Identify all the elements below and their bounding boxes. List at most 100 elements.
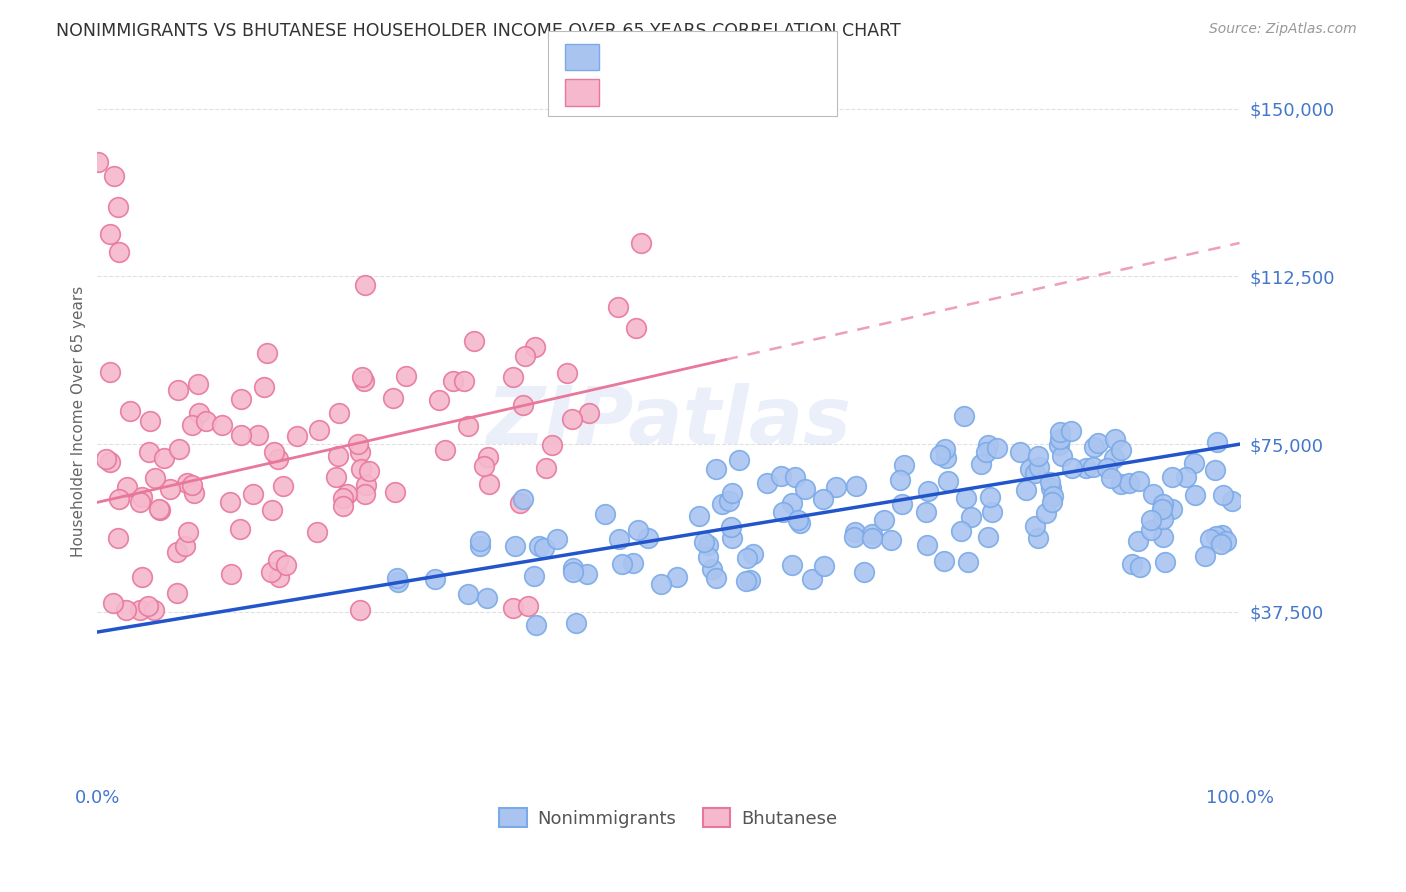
Point [468, 534, 491, 549]
Text: Source: ZipAtlas.com: Source: ZipAtlas.com [1209, 22, 1357, 37]
Point [704, 571, 727, 585]
Text: R =: R = [605, 83, 645, 101]
Point [357, 464, 380, 478]
Point [770, 469, 793, 483]
Legend: Nonimmigrants, Bhutanese: Nonimmigrants, Bhutanese [492, 801, 845, 835]
Point [934, 442, 956, 456]
Point [218, 495, 240, 509]
Point [502, 600, 524, 615]
Point [108, 244, 131, 259]
Point [741, 547, 763, 561]
Point [502, 369, 524, 384]
Point [1050, 450, 1073, 464]
Point [187, 376, 209, 391]
Point [94, 451, 117, 466]
Point [478, 477, 501, 491]
Point [1142, 487, 1164, 501]
Point [914, 505, 936, 519]
Point [354, 487, 377, 501]
Point [1040, 494, 1063, 508]
Point [1212, 487, 1234, 501]
Point [180, 478, 202, 492]
Point [263, 445, 285, 459]
Point [1206, 434, 1229, 449]
Point [755, 475, 778, 490]
Point [949, 524, 972, 538]
Point [1220, 494, 1243, 508]
Point [103, 169, 125, 183]
Point [332, 491, 354, 505]
Point [626, 321, 648, 335]
Point [794, 483, 817, 497]
Point [893, 458, 915, 473]
Point [274, 558, 297, 572]
Point [845, 479, 868, 493]
Point [576, 566, 599, 581]
Point [523, 568, 546, 582]
Point [890, 497, 912, 511]
Point [242, 487, 264, 501]
Point [1024, 519, 1046, 533]
Point [101, 596, 124, 610]
Point [956, 555, 979, 569]
Point [434, 442, 457, 457]
Point [721, 485, 744, 500]
Point [513, 350, 536, 364]
Point [1140, 513, 1163, 527]
Point [1047, 438, 1070, 452]
Point [772, 505, 794, 519]
Point [1099, 471, 1122, 485]
Point [98, 455, 121, 469]
Point [350, 462, 373, 476]
Point [936, 475, 959, 489]
Point [1083, 460, 1105, 475]
Point [970, 457, 993, 471]
Point [1152, 530, 1174, 544]
Point [1008, 445, 1031, 459]
Point [578, 406, 600, 420]
Point [740, 573, 762, 587]
Point [702, 562, 724, 576]
Point [1104, 432, 1126, 446]
Point [533, 541, 555, 556]
Point [728, 453, 751, 467]
Point [1015, 483, 1038, 497]
Point [801, 572, 824, 586]
Point [267, 553, 290, 567]
Point [1128, 534, 1150, 549]
Point [167, 383, 190, 397]
Point [328, 406, 350, 420]
Point [1109, 477, 1132, 491]
Point [688, 508, 710, 523]
Point [253, 380, 276, 394]
Point [1182, 457, 1205, 471]
Point [149, 503, 172, 517]
Point [229, 427, 252, 442]
Text: ZIPatlas: ZIPatlas [486, 383, 851, 461]
Point [811, 491, 834, 506]
Point [1049, 432, 1071, 446]
Point [1109, 442, 1132, 457]
Point [256, 346, 278, 360]
Point [512, 398, 534, 412]
Point [86, 155, 108, 169]
Point [1026, 449, 1049, 463]
Point [352, 369, 374, 384]
Point [977, 438, 1000, 452]
Point [1152, 502, 1174, 516]
Text: N =: N = [707, 83, 744, 101]
Point [1152, 512, 1174, 526]
Point [953, 409, 976, 423]
Point [395, 368, 418, 383]
Point [229, 392, 252, 406]
Point [824, 480, 846, 494]
Point [561, 566, 583, 580]
Point [1152, 497, 1174, 511]
Point [1161, 470, 1184, 484]
Y-axis label: Householder Income Over 65 years: Householder Income Over 65 years [72, 286, 86, 558]
Point [211, 418, 233, 433]
Point [721, 531, 744, 545]
Point [167, 442, 190, 456]
Point [1154, 555, 1177, 569]
Point [735, 551, 758, 566]
